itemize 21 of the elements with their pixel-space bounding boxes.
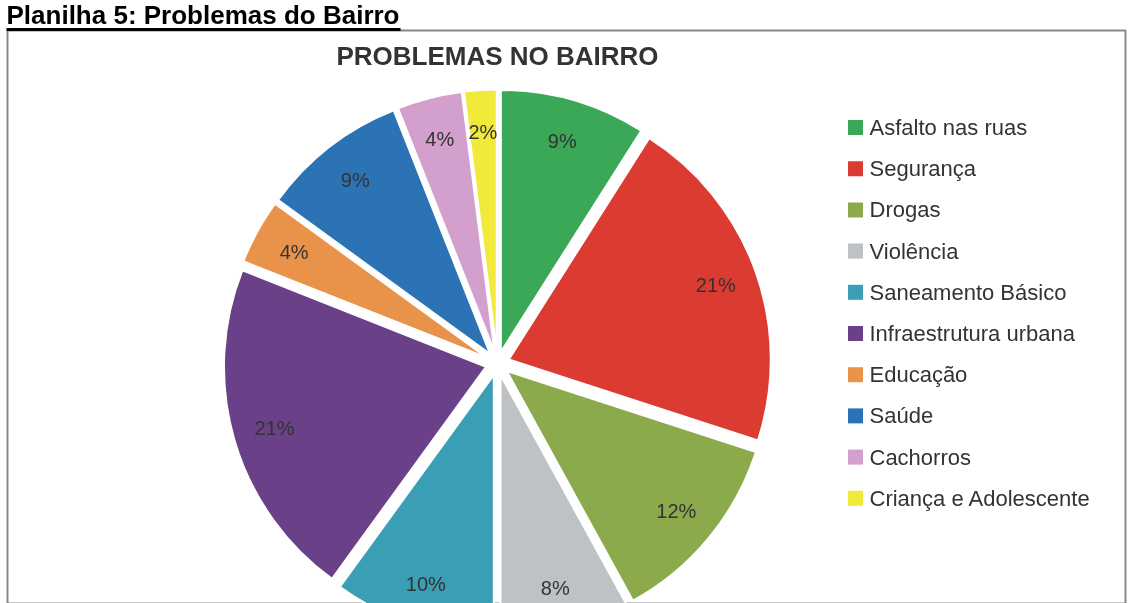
- chart-title: PROBLEMAS NO BAIRRO: [336, 40, 659, 71]
- legend-label: Drogas: [869, 197, 941, 223]
- legend-label: Cachorros: [869, 444, 971, 470]
- legend-label: Segurança: [869, 156, 977, 182]
- data-label: 21%: [254, 417, 295, 440]
- text: Planilha 5: Problemas do Bairro: [6, 0, 400, 30]
- data-label: 8%: [540, 577, 570, 600]
- legend-label: Educação: [869, 362, 968, 388]
- data-label: 10%: [405, 573, 447, 596]
- legend-label: Criança e Adolescente: [869, 485, 1090, 511]
- legend-label: Violência: [869, 238, 960, 264]
- data-label: 12%: [656, 500, 697, 523]
- legend-label: Asfalto nas ruas: [869, 115, 1028, 140]
- data-label: 9%: [340, 169, 370, 192]
- legend-label: Saneamento Básico: [869, 279, 1067, 305]
- data-label: 4%: [425, 127, 455, 150]
- data-label: 9%: [547, 129, 577, 152]
- legend-label: Infraestrutura urbana: [869, 321, 1076, 346]
- legend-label: Saúde: [869, 403, 934, 429]
- data-label: 21%: [695, 273, 737, 296]
- data-label: 4%: [279, 240, 309, 263]
